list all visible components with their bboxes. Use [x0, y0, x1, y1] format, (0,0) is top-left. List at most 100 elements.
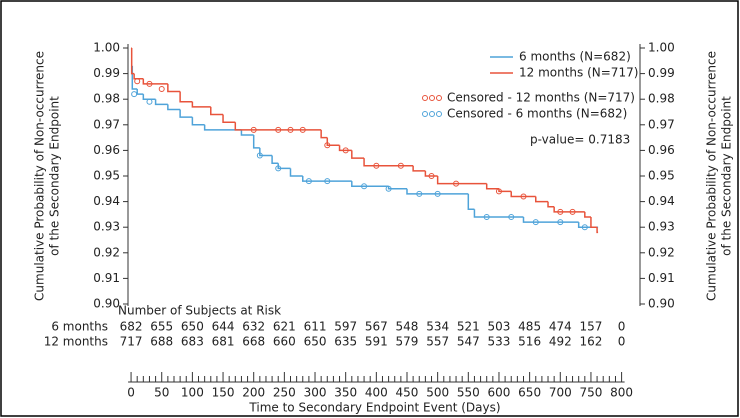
y-tick-label: 0.98 — [93, 92, 120, 106]
x-tick-label: 700 — [549, 386, 572, 400]
y2-tick-label: 0.92 — [648, 245, 675, 259]
censor-mark — [342, 147, 349, 154]
survival-step — [498, 188, 512, 193]
censor-mark — [324, 178, 331, 185]
p-value: p-value= 0.7183 — [530, 133, 630, 147]
survival-step — [191, 101, 211, 108]
survival-step — [363, 158, 414, 167]
y2-tick-label: 0.98 — [648, 92, 675, 106]
risk-count: 0 — [618, 335, 626, 349]
y2-tick-label: 0.94 — [648, 194, 675, 208]
survival-step — [167, 83, 181, 93]
x-tick-label: 650 — [518, 386, 541, 400]
risk-count: 474 — [549, 320, 572, 334]
survival-step — [203, 124, 242, 131]
survival-step — [133, 73, 144, 80]
censor-mark — [361, 183, 368, 190]
x-tick-label: 750 — [579, 386, 602, 400]
risk-count: 668 — [242, 335, 265, 349]
x-tick-label: 500 — [426, 386, 449, 400]
x-tick-label: 0 — [127, 386, 135, 400]
y-tick-label: 0.92 — [93, 245, 120, 259]
y2-tick-label: 0.90 — [648, 297, 675, 311]
risk-count: 635 — [334, 335, 357, 349]
survival-step — [436, 176, 487, 185]
censor-mark — [324, 142, 331, 149]
censor-mark — [453, 180, 460, 187]
survival-step — [277, 163, 291, 170]
risk-count: 650 — [181, 320, 204, 334]
y2-tick-label: 1.00 — [648, 41, 675, 55]
x-tick-label: 200 — [242, 386, 265, 400]
y2-tick-label: 0.91 — [648, 271, 675, 285]
risk-count: 660 — [273, 335, 296, 349]
survival-step — [590, 216, 598, 228]
survival-step — [596, 227, 599, 234]
censor-mark — [299, 126, 306, 133]
censor-mark — [131, 91, 138, 98]
survival-step — [136, 88, 144, 95]
risk-count: 688 — [150, 335, 173, 349]
y2-tick-label: 0.97 — [648, 117, 675, 131]
y-tick-label: 0.91 — [93, 271, 120, 285]
survival-step — [179, 109, 193, 118]
censor-mark — [483, 213, 490, 220]
x-tick-label: 400 — [365, 386, 388, 400]
x-tick-label: 100 — [181, 386, 204, 400]
censor-mark — [428, 173, 435, 179]
risk-count: 655 — [150, 320, 173, 334]
risk-count: 650 — [304, 335, 327, 349]
y2-tick-label: 0.95 — [648, 169, 675, 183]
risk-count: 492 — [549, 335, 572, 349]
y-tick-label: 1.00 — [93, 41, 120, 55]
censor-mark — [508, 213, 515, 220]
survival-step — [130, 48, 135, 75]
x-tick-label: 550 — [457, 386, 480, 400]
x-axis-label: Time to Secondary Endpoint Event (Days) — [248, 401, 500, 415]
censor-mark — [134, 78, 141, 85]
survival-step — [179, 91, 193, 103]
censor-mark — [373, 162, 380, 169]
legend-label: Censored - 12 months (N=717) — [447, 91, 635, 105]
legend-swatch — [436, 111, 442, 117]
risk-count: 597 — [334, 320, 357, 334]
survival-step — [326, 137, 340, 147]
survival-step — [473, 209, 524, 218]
risk-count: 547 — [457, 335, 480, 349]
risk-count: 611 — [304, 320, 327, 334]
risk-count: 644 — [212, 320, 235, 334]
y-tick-label: 0.94 — [93, 194, 120, 208]
x-tick-label: 50 — [154, 386, 169, 400]
survival-step — [240, 129, 254, 136]
legend-swatch — [429, 111, 435, 117]
risk-count: 632 — [242, 320, 265, 334]
censor-mark — [569, 208, 576, 215]
survival-step — [222, 114, 236, 123]
risk-count: 485 — [518, 320, 541, 334]
legend-label: Censored - 6 months (N=682) — [447, 107, 627, 121]
survival-step — [351, 181, 389, 187]
censor-mark — [557, 219, 564, 226]
risk-count: 579 — [396, 335, 419, 349]
survival-step — [271, 155, 279, 164]
censor-mark — [557, 208, 564, 215]
censor-mark — [495, 188, 502, 195]
y2-tick-label: 0.99 — [648, 66, 675, 80]
legend-label: 12 months (N=717) — [519, 66, 638, 80]
survival-step — [191, 117, 205, 126]
survival-step — [234, 122, 322, 131]
risk-count: 557 — [426, 335, 449, 349]
survival-step — [577, 222, 598, 228]
y-tick-label: 0.95 — [93, 169, 120, 183]
survival-step — [522, 216, 579, 223]
y2-tick-label: 0.96 — [648, 143, 675, 157]
censor-mark — [581, 224, 588, 231]
legend-swatch — [422, 111, 428, 117]
risk-count: 533 — [488, 335, 511, 349]
risk-count: 534 — [426, 320, 449, 334]
survival-step — [547, 201, 555, 208]
censor-mark — [305, 178, 312, 185]
x-tick-label: 150 — [212, 386, 235, 400]
